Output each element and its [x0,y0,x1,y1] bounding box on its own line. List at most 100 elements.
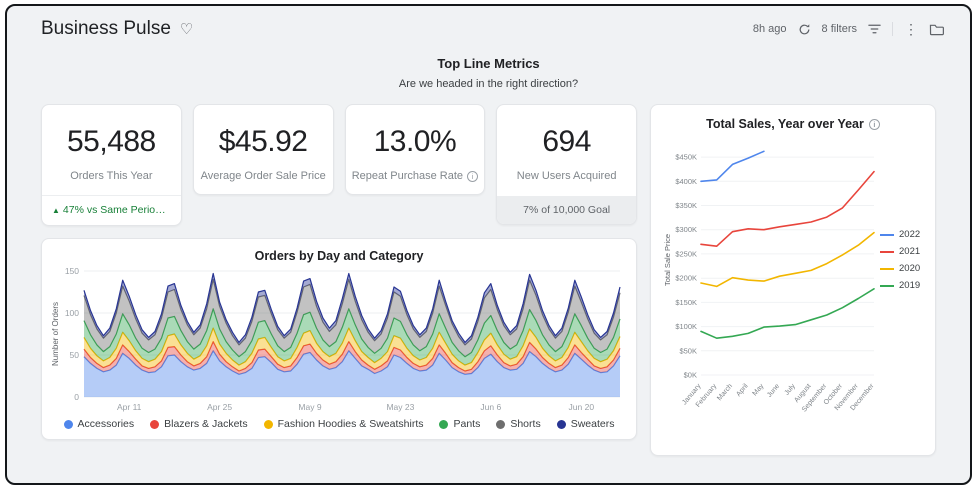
kpi-delta-text: 47% vs Same Period … [62,204,175,216]
header-actions: 8h ago 8 filters ⋮ [753,22,944,36]
section-subtitle: Are we headed in the right direction? [398,78,579,90]
section-header: Top Line Metrics Are we headed in the ri… [7,56,970,90]
svg-text:July: July [784,382,798,396]
kpi-value: 55,488 [66,125,156,158]
legend-item[interactable]: Pants [439,418,480,430]
divider [892,22,893,36]
kpi-value: 694 [542,125,591,158]
kpi-value: 13.0% [373,125,457,158]
legend-label: Sweaters [570,418,615,430]
more-options-icon[interactable]: ⋮ [904,21,918,37]
legend-swatch [880,284,894,287]
last-updated-label: 8h ago [752,23,787,35]
kpi-goal-progress: 7% of 10,000 Goal [497,196,636,224]
main-content: 55,488 Orders This Year ▲ 47% vs Same Per… [7,104,970,456]
section-title: Top Line Metrics [437,56,540,71]
filters-count-label[interactable]: 8 filters [821,23,857,35]
kpi-label: Repeat Purchase Rate i [351,170,479,182]
goal-percent: 7% [523,204,539,216]
svg-text:$250K: $250K [675,249,697,258]
kpi-label-text: Repeat Purchase Rate [351,170,464,182]
svg-text:$0K: $0K [684,371,697,380]
kpi-card-repeat-purchase-rate: 13.0% Repeat Purchase Rate i [344,104,486,195]
kpi-row: 55,488 Orders This Year ▲ 47% vs Same Per… [41,104,637,226]
legend-swatch [880,267,894,270]
favorite-heart-icon[interactable]: ♡ [179,20,194,38]
legend-item[interactable]: 2020 [880,263,925,274]
legend-dot [63,419,73,429]
kpi-card-orders-this-year: 55,488 Orders This Year ▲ 47% vs Same Per… [41,104,182,226]
chart-title-text: Total Sales, Year over Year [706,117,864,131]
filter-icon[interactable] [868,23,881,35]
header: Business Pulse ♡ 8h ago 8 filters ⋮ [7,6,970,40]
svg-text:May 9: May 9 [298,402,321,412]
chart-title: Orders by Day and Category [254,249,424,263]
legend-label: Blazers & Jackets [164,418,248,430]
kpi-delta: ▲ 47% vs Same Period … [42,195,181,225]
svg-text:May 23: May 23 [386,402,414,412]
svg-text:June: June [766,383,781,399]
legend-dot [556,419,566,429]
svg-text:$50K: $50K [679,346,697,355]
legend-item[interactable]: Fashion Hoodies & Sweatshirts [263,418,424,430]
svg-text:Jun 6: Jun 6 [480,402,501,412]
legend-label: Shorts [510,418,541,430]
info-icon[interactable]: i [868,118,880,130]
svg-text:Number of Orders: Number of Orders [51,302,60,366]
info-icon[interactable]: i [467,170,479,182]
orders-chart-legend: Accessories Blazers & Jackets Fashion Hood… [50,418,628,430]
legend-label: Pants [453,418,481,430]
svg-text:$200K: $200K [675,274,697,283]
title-row: Business Pulse ♡ [41,18,193,40]
total-sales-chart-card: Total Sales, Year over Year i $0K $50K $100… [650,104,936,456]
svg-text:$450K: $450K [675,153,697,162]
svg-text:0: 0 [74,392,79,402]
kpi-value: $45.92 [218,125,308,158]
chart-title: Total Sales, Year over Year i [661,117,925,131]
legend-item[interactable]: Shorts [496,418,541,430]
total-sales-chart[interactable]: $0K $50K $100K $150K $200K $250K $300K $350K $40… [661,135,880,431]
goal-text: of 10,000 Goal [538,204,611,216]
svg-text:April: April [735,382,750,398]
legend-label: Accessories [77,418,135,430]
legend-dot [263,419,273,429]
orders-by-day-chart-card: Orders by Day and Category 0 50 100 150 Apr … [41,238,637,440]
legend-dot [150,419,160,429]
legend-label: 2021 [899,246,921,257]
sales-chart-body: $0K $50K $100K $150K $200K $250K $300K $350K $40… [661,135,925,431]
legend-label: 2019 [899,280,921,291]
svg-text:Total Sale Price: Total Sale Price [663,234,672,286]
dashboard-window: Business Pulse ♡ 8h ago 8 filters ⋮ Top … [5,4,972,485]
svg-text:100: 100 [65,308,79,318]
svg-text:May: May [752,382,766,397]
kpi-label: Average Order Sale Price [200,170,326,182]
legend-swatch [880,233,894,236]
legend-item[interactable]: Blazers & Jackets [150,418,248,430]
kpi-card-new-users-acquired: 694 New Users Acquired 7% of 10,000 Goal [496,104,637,225]
svg-text:Apr 25: Apr 25 [207,402,232,412]
svg-text:Apr 11: Apr 11 [117,402,142,412]
kpi-card-average-order-sale-price: $45.92 Average Order Sale Price [192,104,334,195]
svg-text:$350K: $350K [675,201,697,210]
legend-item[interactable]: 2021 [880,246,925,257]
sales-chart-legend: 2022 2021 2020 2019 [880,135,925,431]
legend-item[interactable]: Sweaters [556,418,615,430]
orders-by-day-chart[interactable]: 0 50 100 150 Apr 11 Apr 25 May 9 May 23 Jun 6 Jun… [50,265,628,415]
svg-text:March: March [716,383,734,402]
legend-label: 2020 [899,263,921,274]
trend-up-icon: ▲ [52,206,60,215]
legend-item[interactable]: 2019 [880,280,925,291]
folder-icon[interactable] [929,23,944,36]
legend-label: Fashion Hoodies & Sweatshirts [277,418,424,430]
legend-item[interactable]: 2022 [880,229,925,240]
svg-text:150: 150 [65,266,79,276]
svg-text:$400K: $400K [675,177,697,186]
refresh-icon[interactable] [798,23,811,36]
legend-swatch [880,250,894,253]
kpi-label: New Users Acquired [516,170,617,182]
legend-item[interactable]: Accessories [63,418,135,430]
svg-text:$100K: $100K [675,322,697,331]
legend-label: 2022 [899,229,921,240]
svg-text:$300K: $300K [675,225,697,234]
left-column: 55,488 Orders This Year ▲ 47% vs Same Per… [41,104,637,440]
